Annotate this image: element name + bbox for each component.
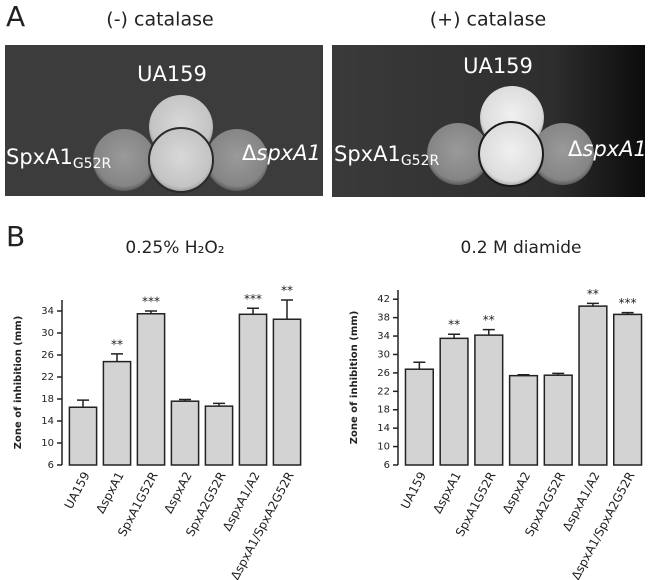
strain-label: ΔspxA1	[568, 137, 647, 161]
error-bar	[552, 372, 565, 376]
error-bar	[213, 402, 225, 407]
error-bar	[621, 311, 634, 315]
significance: **	[281, 284, 293, 298]
bar	[439, 337, 469, 466]
error-bar	[247, 307, 259, 315]
significance: ***	[142, 295, 160, 309]
error-bar	[179, 398, 191, 402]
bar	[102, 360, 132, 466]
y-tick-label: 30	[41, 328, 54, 339]
label-main: SpxA1	[6, 145, 73, 169]
significance: **	[448, 318, 460, 332]
bar	[136, 313, 166, 466]
error-bar	[517, 373, 530, 376]
error-bar	[281, 299, 293, 320]
colony	[427, 123, 489, 185]
bar	[578, 305, 608, 466]
chart-title: 0.25% H₂O₂	[125, 238, 224, 258]
significance: **	[111, 337, 123, 351]
photo-title: (-) catalase	[106, 9, 213, 31]
label-symbol: Δ	[568, 137, 583, 161]
bar	[543, 374, 573, 466]
y-axis-label: Zone of inhibition (mm)	[13, 316, 24, 450]
y-tick-label: 26	[377, 368, 390, 379]
significance: **	[587, 287, 599, 301]
colony	[148, 127, 214, 193]
label-sub: G52R	[401, 153, 440, 169]
bar	[204, 405, 234, 466]
y-tick-label: 30	[377, 349, 390, 360]
label-symbol: Δ	[242, 141, 257, 165]
x-tick-label: ΔspxA1/SpxA2G52R	[228, 469, 297, 580]
bar	[508, 374, 539, 466]
error-bar	[77, 399, 89, 408]
y-tick-label: 22	[377, 386, 390, 397]
y-tick-label: 34	[377, 331, 390, 342]
colony	[478, 121, 544, 187]
y-axis-label: Zone of inhibition (mm)	[349, 311, 360, 445]
x-tick-label: ΔspxA1/SpxA2G52R	[569, 469, 638, 580]
error-bar	[413, 361, 426, 370]
strain-label: UA159	[463, 54, 533, 78]
y-tick-label: 14	[41, 416, 54, 427]
y-tick-label: 42	[377, 294, 390, 305]
bar	[474, 334, 504, 466]
y-tick-label: 18	[377, 405, 390, 416]
error-bar	[111, 353, 123, 362]
colony	[532, 123, 594, 185]
photo-title: (+) catalase	[430, 9, 546, 31]
label-main: spxA1	[582, 137, 646, 161]
label-sub: G52R	[73, 156, 112, 172]
x-tick-label: ΔspxA2	[161, 469, 195, 515]
y-tick-label: 6	[384, 460, 390, 471]
y-tick-label: 22	[41, 372, 54, 383]
colony	[93, 129, 155, 191]
panel-label: B	[6, 220, 25, 253]
error-bar	[586, 302, 599, 307]
error-bar	[482, 328, 495, 336]
strain-label: ΔspxA1	[242, 141, 321, 165]
chart-title: 0.2 M diamide	[461, 238, 582, 258]
y-tick-label: 14	[377, 423, 390, 434]
bar	[68, 406, 98, 466]
significance: ***	[244, 292, 262, 306]
x-tick-label: ΔspxA2	[500, 469, 534, 515]
x-tick-label: UA159	[398, 469, 429, 511]
error-bar	[448, 333, 461, 339]
error-bar	[145, 310, 157, 314]
y-tick-label: 34	[41, 306, 54, 317]
label-main: SpxA1	[334, 142, 401, 166]
significance: **	[483, 313, 495, 327]
x-tick-label: ΔspxA1	[430, 469, 464, 515]
x-tick-label: UA159	[62, 469, 93, 511]
bar	[238, 313, 268, 466]
x-tick-label: ΔspxA1	[93, 469, 127, 515]
bar	[272, 318, 302, 466]
strain-label: SpxA1G52R	[334, 142, 439, 169]
bar	[404, 368, 434, 466]
y-tick-label: 26	[41, 350, 54, 361]
strain-label: UA159	[137, 62, 207, 86]
y-tick-label: 10	[41, 438, 54, 449]
panel-label: A	[6, 0, 25, 33]
y-tick-label: 10	[377, 442, 390, 453]
y-tick-label: 6	[48, 460, 54, 471]
significance: ***	[619, 296, 637, 310]
y-tick-label: 18	[41, 394, 54, 405]
bar	[170, 400, 200, 466]
y-tick-label: 38	[377, 313, 390, 324]
strain-label: SpxA1G52R	[6, 145, 111, 172]
label-main: spxA1	[256, 141, 320, 165]
bar	[613, 313, 643, 466]
colony	[206, 129, 268, 191]
